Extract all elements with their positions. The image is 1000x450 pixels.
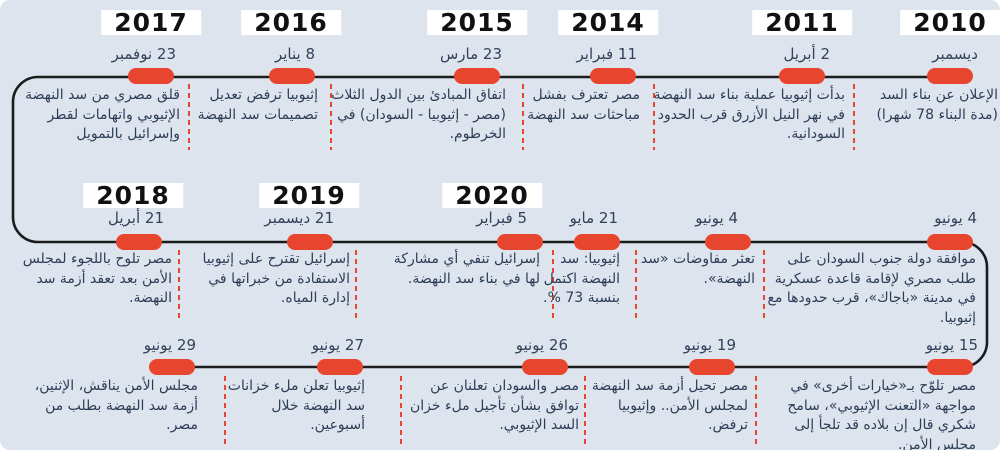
event-marker — [149, 359, 195, 375]
separator-line — [584, 376, 586, 446]
event-marker — [454, 68, 500, 84]
event-marker — [269, 68, 315, 84]
separator-line — [653, 84, 655, 150]
separator-line — [355, 250, 357, 322]
event-marker — [116, 234, 162, 250]
year-label-2010: 2010 — [900, 10, 1000, 35]
event-date: 11 فبراير — [576, 45, 637, 63]
year-label-2014: 2014 — [558, 10, 658, 35]
event-marker — [128, 68, 174, 84]
event-text: الإعلان عن بناء السد (مدة البناء 78 شهرا… — [876, 87, 998, 123]
event-text: قلق مصري من سد النهضة الإثيوبي واتهامات … — [25, 87, 180, 143]
event-text: مصر تلوح باللجوء لمجلس الأمن بعد تعقد أز… — [22, 251, 172, 307]
event-date: 2 أبريل — [783, 45, 830, 63]
event-text: إسرائيل تنفي أي مشاركة لها في بناء سد ال… — [393, 251, 540, 287]
event-date: 23 مارس — [439, 45, 502, 63]
event-marker — [497, 234, 543, 250]
separator-line — [188, 84, 190, 150]
separator-line — [552, 250, 554, 322]
event-marker — [590, 68, 636, 84]
event-date: 27 يونيو — [311, 336, 364, 354]
event-text: موافقة دولة جنوب السودان على طلب مصري لإ… — [767, 251, 976, 326]
event-marker — [927, 234, 973, 250]
event-text: مصر تعترف بفشل مباحثات سد النهضة — [527, 87, 640, 123]
separator-line — [330, 84, 332, 150]
event-text: اتفاق المبادئ بين الدول الثلاث (مصر - إث… — [331, 87, 506, 143]
event-date: 26 يونيو — [515, 336, 568, 354]
event-text: مصر والسودان تعلنان عن توافق بشأن تأجيل … — [410, 378, 579, 434]
year-label-2015: 2015 — [427, 10, 527, 35]
event-marker — [317, 359, 363, 375]
event-marker — [927, 68, 973, 84]
separator-line — [763, 250, 765, 322]
year-label-2020: 2020 — [442, 183, 542, 208]
event-date: 4 يونيو — [695, 209, 738, 227]
event-text: مجلس الأمن يناقش، الإثنين، أزمة سد النهض… — [34, 378, 198, 434]
event-text: إسرائيل تقترح على إثيوبيا الاستفادة من خ… — [202, 251, 350, 307]
year-label-2018: 2018 — [83, 183, 183, 208]
year-label-2019: 2019 — [259, 183, 359, 208]
event-marker — [705, 234, 751, 250]
separator-line — [522, 84, 524, 150]
event-marker — [574, 234, 620, 250]
event-marker — [927, 359, 973, 375]
event-text: بدأت إثيوبيا عملية بناء سد النهضة في نهر… — [653, 87, 845, 143]
event-marker — [689, 359, 735, 375]
event-date: 21 ديسمبر — [264, 209, 334, 227]
event-date: 23 نوفمبر — [111, 45, 176, 63]
separator-line — [178, 250, 180, 322]
separator-line — [755, 376, 757, 446]
year-label-2011: 2011 — [752, 10, 852, 35]
separator-line — [635, 250, 637, 322]
event-date: 5 فبراير — [476, 209, 527, 227]
event-date: 21 مايو — [569, 209, 618, 227]
event-date: 29 يونيو — [143, 336, 196, 354]
event-date: 8 يناير — [274, 45, 315, 63]
separator-line — [224, 376, 226, 446]
event-date: 4 يونيو — [934, 209, 977, 227]
event-date: 15 يونيو — [925, 336, 978, 354]
event-text: إثيوبيا ترفض تعديل تصميمات سد النهضة — [197, 87, 318, 123]
event-text: تعثر مفاوضات «سد النهضة». — [640, 251, 755, 287]
separator-line — [400, 376, 402, 446]
event-text: مصر تلوّح بـ«خيارات أخرى» في مواجهة «الت… — [787, 378, 976, 450]
event-text: إثيوبيا: سد النهضة اكتمل بنسبة 73 %. — [543, 251, 620, 307]
event-marker — [287, 234, 333, 250]
event-text: إثيوبيا تعلن ملء خزانات سد النهضة خلال أ… — [227, 378, 365, 434]
event-text: مصر تحيل أزمة سد النهضة لمجلس الأمن.. وإ… — [591, 378, 748, 434]
year-label-2016: 2016 — [241, 10, 341, 35]
separator-line — [853, 84, 855, 150]
event-date: 19 يونيو — [683, 336, 736, 354]
year-label-2017: 2017 — [101, 10, 201, 35]
event-date: ديسمبر — [932, 45, 978, 63]
event-marker — [522, 359, 568, 375]
event-date: 21 أبريل — [107, 209, 164, 227]
event-marker — [779, 68, 825, 84]
